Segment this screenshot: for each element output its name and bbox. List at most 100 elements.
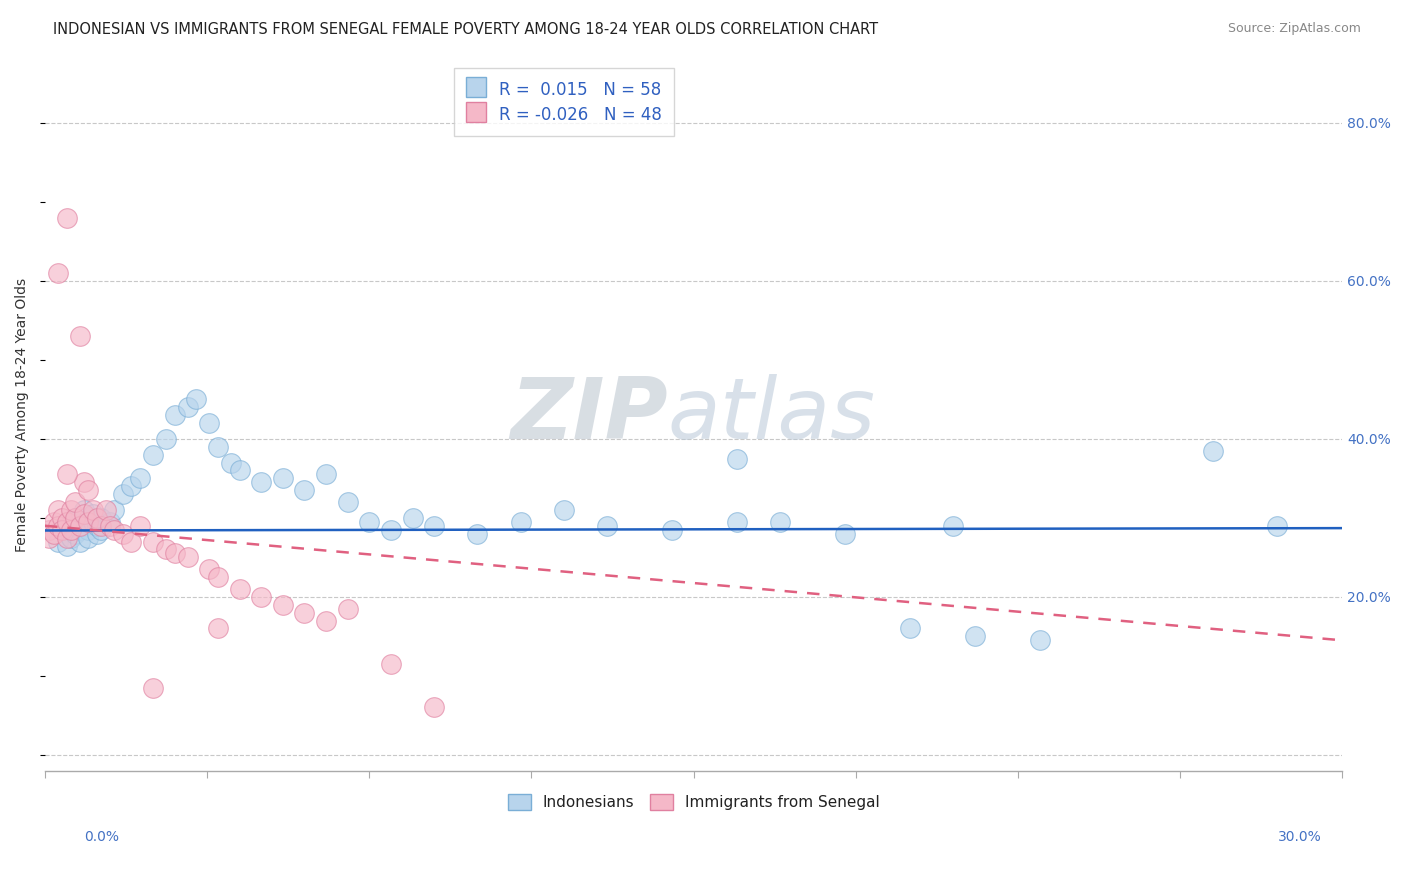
Point <box>467 526 489 541</box>
Point <box>294 483 316 498</box>
Point <box>1201 443 1223 458</box>
Point <box>336 495 359 509</box>
Point <box>59 503 82 517</box>
Point <box>250 590 273 604</box>
Point <box>380 523 402 537</box>
Point <box>207 570 229 584</box>
Point <box>46 266 69 280</box>
Text: Source: ZipAtlas.com: Source: ZipAtlas.com <box>1227 22 1361 36</box>
Point <box>423 518 446 533</box>
Point <box>942 518 965 533</box>
Point <box>38 531 60 545</box>
Point <box>94 503 117 517</box>
Point <box>228 582 250 596</box>
Point <box>42 526 65 541</box>
Point <box>77 523 100 537</box>
Point <box>82 503 104 517</box>
Point <box>315 467 337 482</box>
Point <box>65 526 87 541</box>
Point <box>207 622 229 636</box>
Point <box>65 511 87 525</box>
Point <box>163 546 186 560</box>
Text: atlas: atlas <box>668 374 876 457</box>
Point <box>86 511 108 525</box>
Point <box>129 518 152 533</box>
Point <box>51 523 73 537</box>
Point <box>77 483 100 498</box>
Point <box>155 432 177 446</box>
Point <box>509 515 531 529</box>
Point <box>69 329 91 343</box>
Point <box>46 503 69 517</box>
Point <box>271 598 294 612</box>
Point <box>725 451 748 466</box>
Point <box>65 495 87 509</box>
Point <box>219 456 242 470</box>
Point <box>120 534 142 549</box>
Point <box>769 515 792 529</box>
Point <box>336 601 359 615</box>
Point <box>359 515 381 529</box>
Point <box>73 507 96 521</box>
Point <box>77 531 100 545</box>
Text: INDONESIAN VS IMMIGRANTS FROM SENEGAL FEMALE POVERTY AMONG 18-24 YEAR OLDS CORRE: INDONESIAN VS IMMIGRANTS FROM SENEGAL FE… <box>53 22 879 37</box>
Point <box>42 515 65 529</box>
Point <box>59 523 82 537</box>
Legend: Indonesians, Immigrants from Senegal: Indonesians, Immigrants from Senegal <box>502 789 886 816</box>
Point <box>1267 518 1289 533</box>
Point <box>963 629 986 643</box>
Y-axis label: Female Poverty Among 18-24 Year Olds: Female Poverty Among 18-24 Year Olds <box>15 278 30 552</box>
Point <box>315 614 337 628</box>
Point <box>834 526 856 541</box>
Text: 30.0%: 30.0% <box>1278 830 1322 844</box>
Point <box>46 534 69 549</box>
Point <box>55 531 77 545</box>
Point <box>69 518 91 533</box>
Point <box>725 515 748 529</box>
Text: 0.0%: 0.0% <box>84 830 120 844</box>
Point <box>59 515 82 529</box>
Point <box>120 479 142 493</box>
Point <box>77 515 100 529</box>
Point <box>176 550 198 565</box>
Point <box>46 518 69 533</box>
Point <box>176 401 198 415</box>
Text: ZIP: ZIP <box>510 374 668 457</box>
Point <box>82 507 104 521</box>
Point <box>250 475 273 490</box>
Point <box>55 467 77 482</box>
Point <box>186 392 208 407</box>
Point <box>1028 633 1050 648</box>
Point <box>142 681 165 695</box>
Point <box>294 606 316 620</box>
Point <box>69 523 91 537</box>
Point <box>38 523 60 537</box>
Point <box>73 518 96 533</box>
Point <box>163 408 186 422</box>
Point <box>73 503 96 517</box>
Point <box>423 700 446 714</box>
Point <box>111 487 134 501</box>
Point <box>103 503 125 517</box>
Point <box>73 475 96 490</box>
Point <box>553 503 575 517</box>
Point <box>401 511 423 525</box>
Point <box>228 463 250 477</box>
Point <box>661 523 683 537</box>
Point <box>142 534 165 549</box>
Point <box>69 534 91 549</box>
Point <box>98 518 121 533</box>
Point <box>380 657 402 671</box>
Point <box>207 440 229 454</box>
Point <box>111 526 134 541</box>
Point <box>55 518 77 533</box>
Point <box>103 523 125 537</box>
Point <box>86 518 108 533</box>
Point <box>86 526 108 541</box>
Point <box>155 542 177 557</box>
Point <box>198 416 221 430</box>
Point <box>596 518 619 533</box>
Point <box>51 511 73 525</box>
Point <box>271 471 294 485</box>
Point <box>51 523 73 537</box>
